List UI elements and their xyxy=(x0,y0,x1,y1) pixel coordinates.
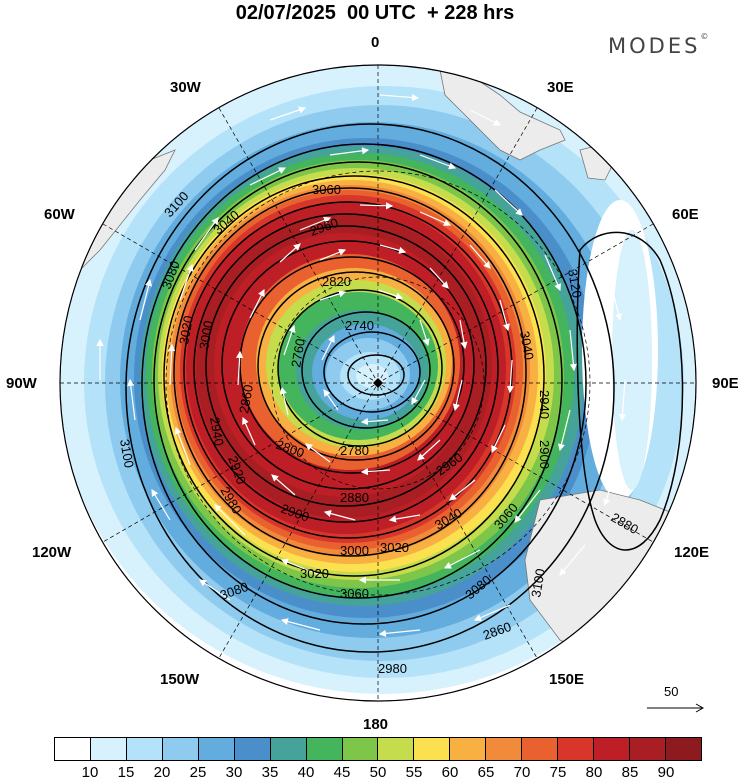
contour-label: 3100 xyxy=(528,567,548,598)
colorbar-swatch xyxy=(270,738,307,760)
colorbar-tick-label: 55 xyxy=(405,764,423,781)
contour-label: 3060 xyxy=(340,586,369,601)
colorbar-tick-label: 60 xyxy=(441,764,459,781)
colorbar-tick-label: 35 xyxy=(261,764,279,781)
colorbar-tick-label: 75 xyxy=(549,764,567,781)
colorbar-swatch xyxy=(126,738,163,760)
colorbar-tick-label: 20 xyxy=(153,764,171,781)
brand-name: MODES xyxy=(608,34,701,58)
colorbar-tick-label: 25 xyxy=(189,764,207,781)
contour-label: 2760 xyxy=(288,337,308,368)
contour-label: 2820 xyxy=(322,274,351,289)
colorbar-tick-label: 80 xyxy=(585,764,603,781)
contour-label: 2940 xyxy=(207,416,227,447)
lon-label-90w: 90W xyxy=(6,375,37,392)
lon-label-120w: 120W xyxy=(32,544,72,561)
colorbar-swatch xyxy=(594,738,630,760)
contour-label: 2900 xyxy=(537,440,552,469)
colorbar-swatch xyxy=(522,738,559,760)
colorbar-swatch xyxy=(665,738,701,760)
map-title: 02/07/2025 00 UTC + 228 hrs xyxy=(235,2,515,24)
colorbar-swatch xyxy=(486,738,523,760)
contour-label: 3020 xyxy=(380,540,409,555)
contour-label: 3060 xyxy=(312,182,341,197)
contour-label: 3020 xyxy=(300,566,329,581)
graticule xyxy=(59,64,697,702)
colorbar-swatch xyxy=(198,738,235,760)
wind-vectors xyxy=(96,93,627,637)
colorbar-swatch xyxy=(342,738,379,760)
colorbar-tick-label: 90 xyxy=(657,764,675,781)
colorbar-tick-label: 40 xyxy=(297,764,315,781)
contour-label: 2880 xyxy=(340,490,369,505)
colorbar xyxy=(54,737,702,761)
lon-label-60e: 60E xyxy=(672,206,699,223)
colorbar-tick-label: 85 xyxy=(621,764,639,781)
lon-label-60w: 60W xyxy=(44,206,75,223)
colorbar-tick-label: 15 xyxy=(117,764,135,781)
lon-label-150e: 150E xyxy=(549,671,585,688)
colorbar-swatch xyxy=(378,738,415,760)
colorbar-swatch xyxy=(414,738,451,760)
lon-label-120e: 120E xyxy=(674,544,710,561)
contour-label: 2860 xyxy=(236,383,256,414)
colorbar-tick-label: 30 xyxy=(225,764,243,781)
contour-label: 3020 xyxy=(176,314,196,345)
contour-labels: 3100 3080 3060 3040 3020 3000 2980 2960 … xyxy=(117,182,641,676)
colorbar-swatch xyxy=(558,738,595,760)
contour-label: 3100 xyxy=(117,438,137,469)
colorbar-tick-label: 50 xyxy=(369,764,387,781)
reference-vector-arrow xyxy=(647,703,705,713)
contour-label: 3120 xyxy=(565,268,585,299)
colorbar-swatch xyxy=(55,738,91,760)
contour-label: 2780 xyxy=(340,443,369,458)
colorbar-swatch xyxy=(630,738,666,760)
colorbar-tick-label: 45 xyxy=(333,764,351,781)
colorbar-tick-label: 65 xyxy=(477,764,495,781)
colorbar-swatch xyxy=(162,738,199,760)
colorbar-tick-label: 70 xyxy=(513,764,531,781)
lon-label-90e: 90E xyxy=(712,375,739,392)
lon-label-150w: 150W xyxy=(160,671,200,688)
colorbar-swatch xyxy=(234,738,271,760)
contour-label: 2740 xyxy=(345,318,374,333)
reference-vector-value: 50 xyxy=(664,684,679,699)
colorbar-swatch xyxy=(306,738,343,760)
colorbar-swatch xyxy=(450,738,487,760)
brand-logo: MODES© xyxy=(608,32,709,58)
lon-label-180: 180 xyxy=(363,716,389,733)
lon-label-30e: 30E xyxy=(547,79,574,96)
colorbar-swatch xyxy=(90,738,127,760)
brand-mark: © xyxy=(700,32,709,41)
height-contours xyxy=(125,123,684,653)
contour-label: 2980 xyxy=(378,661,407,676)
contour-label: 3040 xyxy=(517,330,537,361)
lon-label-0: 0 xyxy=(371,34,380,51)
pole-diamond xyxy=(373,378,383,388)
contour-label: 3000 xyxy=(196,319,216,350)
contour-label: 3000 xyxy=(340,543,369,558)
lon-label-30w: 30W xyxy=(170,79,201,96)
colorbar-tick-label: 10 xyxy=(81,764,99,781)
contour-label: 2940 xyxy=(537,390,552,419)
